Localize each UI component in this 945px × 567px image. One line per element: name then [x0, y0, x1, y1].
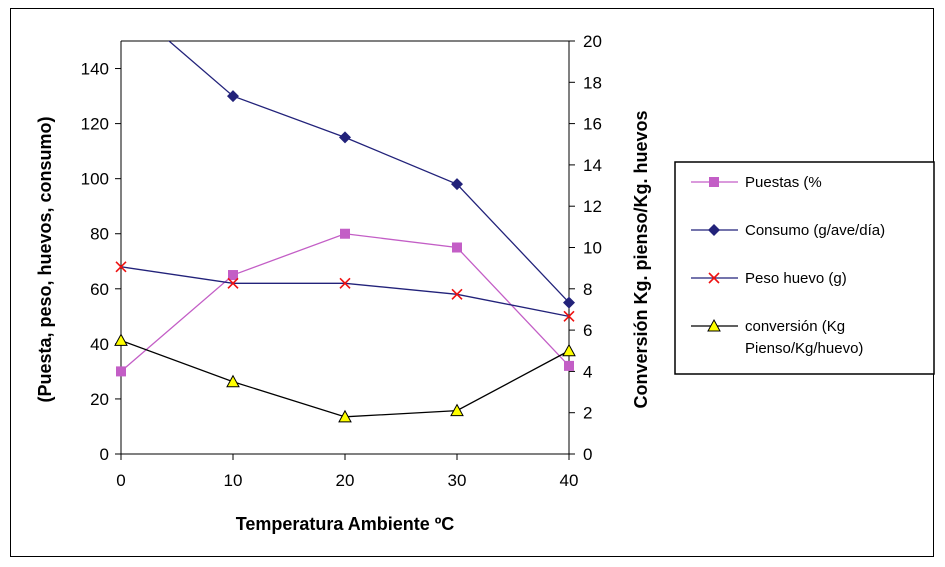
data-point-marker: [340, 228, 350, 239]
data-point-marker: [562, 343, 576, 357]
legend-entry: Puestas (%: [691, 174, 822, 191]
left-axis-title: (Puesta, peso, huevos, consumo): [35, 116, 55, 402]
x-tick-label: 20: [336, 471, 355, 490]
data-point-marker: [450, 403, 464, 417]
legend-entry: conversión (Kg Pienso/Kg/huevo): [691, 318, 863, 357]
left-tick-label: 40: [90, 335, 109, 354]
series-layer: [114, 0, 576, 423]
legend-label: Consumo (g/ave/día): [745, 222, 885, 239]
right-tick-label: 10: [583, 239, 602, 258]
right-tick-label: 8: [583, 280, 592, 299]
left-tick-label: 120: [81, 115, 109, 134]
right-tick-label: 20: [583, 32, 602, 51]
left-tick-label: 100: [81, 170, 109, 189]
series-3: [114, 333, 576, 423]
data-point-marker: [227, 277, 239, 289]
data-point-marker: [338, 409, 352, 423]
series-line: [168, 41, 570, 304]
series-line: [120, 339, 570, 418]
legend-label: Pienso/Kg/huevo): [745, 340, 863, 357]
data-point-marker: [451, 178, 463, 191]
right-tick-label: 18: [583, 73, 602, 92]
legend-swatch-marker: [709, 177, 719, 187]
data-point-marker-stroke-b: [563, 310, 575, 322]
legend-swatch-marker: [707, 318, 721, 332]
data-point-marker: [228, 270, 238, 281]
data-point-marker-stroke-b: [339, 277, 351, 289]
legend-swatch-marker: [708, 224, 720, 236]
x-tick-label: 40: [560, 471, 579, 490]
right-tick-label: 6: [583, 321, 592, 340]
right-tick-label: 12: [583, 197, 602, 216]
right-tick-label: 16: [583, 115, 602, 134]
legend-label: Peso huevo (g): [745, 270, 847, 287]
data-point-marker: [115, 261, 127, 273]
right-tick-label: 0: [583, 445, 592, 464]
data-point-marker: [227, 90, 239, 103]
legend-box: [674, 161, 935, 375]
data-point-marker: [564, 360, 574, 371]
right-tick-label: 14: [583, 156, 602, 175]
data-point-marker: [115, 0, 127, 6]
data-point-marker: [116, 366, 126, 377]
axes: 0 20 40 60 80 100 120 140 0 2 4 6 8 10 12 14 16 18 20 0 10 20…: [35, 32, 651, 534]
data-point-marker: [451, 288, 463, 300]
data-point-marker: [452, 242, 462, 253]
data-point-marker: [339, 131, 351, 144]
right-tick-label: 4: [583, 362, 592, 381]
x-tick-label: 0: [116, 471, 125, 490]
x-tick-label: 30: [448, 471, 467, 490]
right-tick-label: 2: [583, 404, 592, 423]
left-tick-label: 80: [90, 225, 109, 244]
data-point-marker-stroke-b: [451, 288, 463, 300]
series-2: [115, 261, 575, 322]
left-tick-label: 60: [90, 280, 109, 299]
legend-label: Puestas (%: [745, 174, 822, 191]
legend-swatch-marker: [708, 272, 720, 284]
data-point-marker: [563, 296, 575, 309]
series-1: [115, 0, 575, 309]
data-point-marker: [226, 374, 240, 388]
x-tick-label: 10: [224, 471, 243, 490]
legend-entry: Consumo (g/ave/día): [691, 222, 885, 239]
left-tick-label: 20: [90, 390, 109, 409]
left-tick-label: 0: [100, 445, 109, 464]
left-tick-label: 140: [81, 60, 109, 79]
data-point-marker-stroke-b: [115, 261, 127, 273]
series-0: [116, 228, 574, 377]
data-point-marker-stroke-b: [227, 277, 239, 289]
right-axis-title: Conversión Kg. pienso/Kg. huevos: [631, 110, 651, 408]
data-point-marker: [563, 310, 575, 322]
data-point-marker: [114, 333, 128, 346]
legend-label: conversión (Kg: [745, 318, 845, 335]
legend-entry: Peso huevo (g): [691, 270, 847, 287]
series-line: [120, 266, 570, 317]
legend-swatch-marker-stroke-b: [708, 272, 720, 284]
data-point-marker: [339, 277, 351, 289]
legend: Puestas (% Consumo (g/ave/día) Peso huevo …: [674, 161, 935, 375]
x-axis-title: Temperatura Ambiente ºC: [236, 514, 455, 534]
